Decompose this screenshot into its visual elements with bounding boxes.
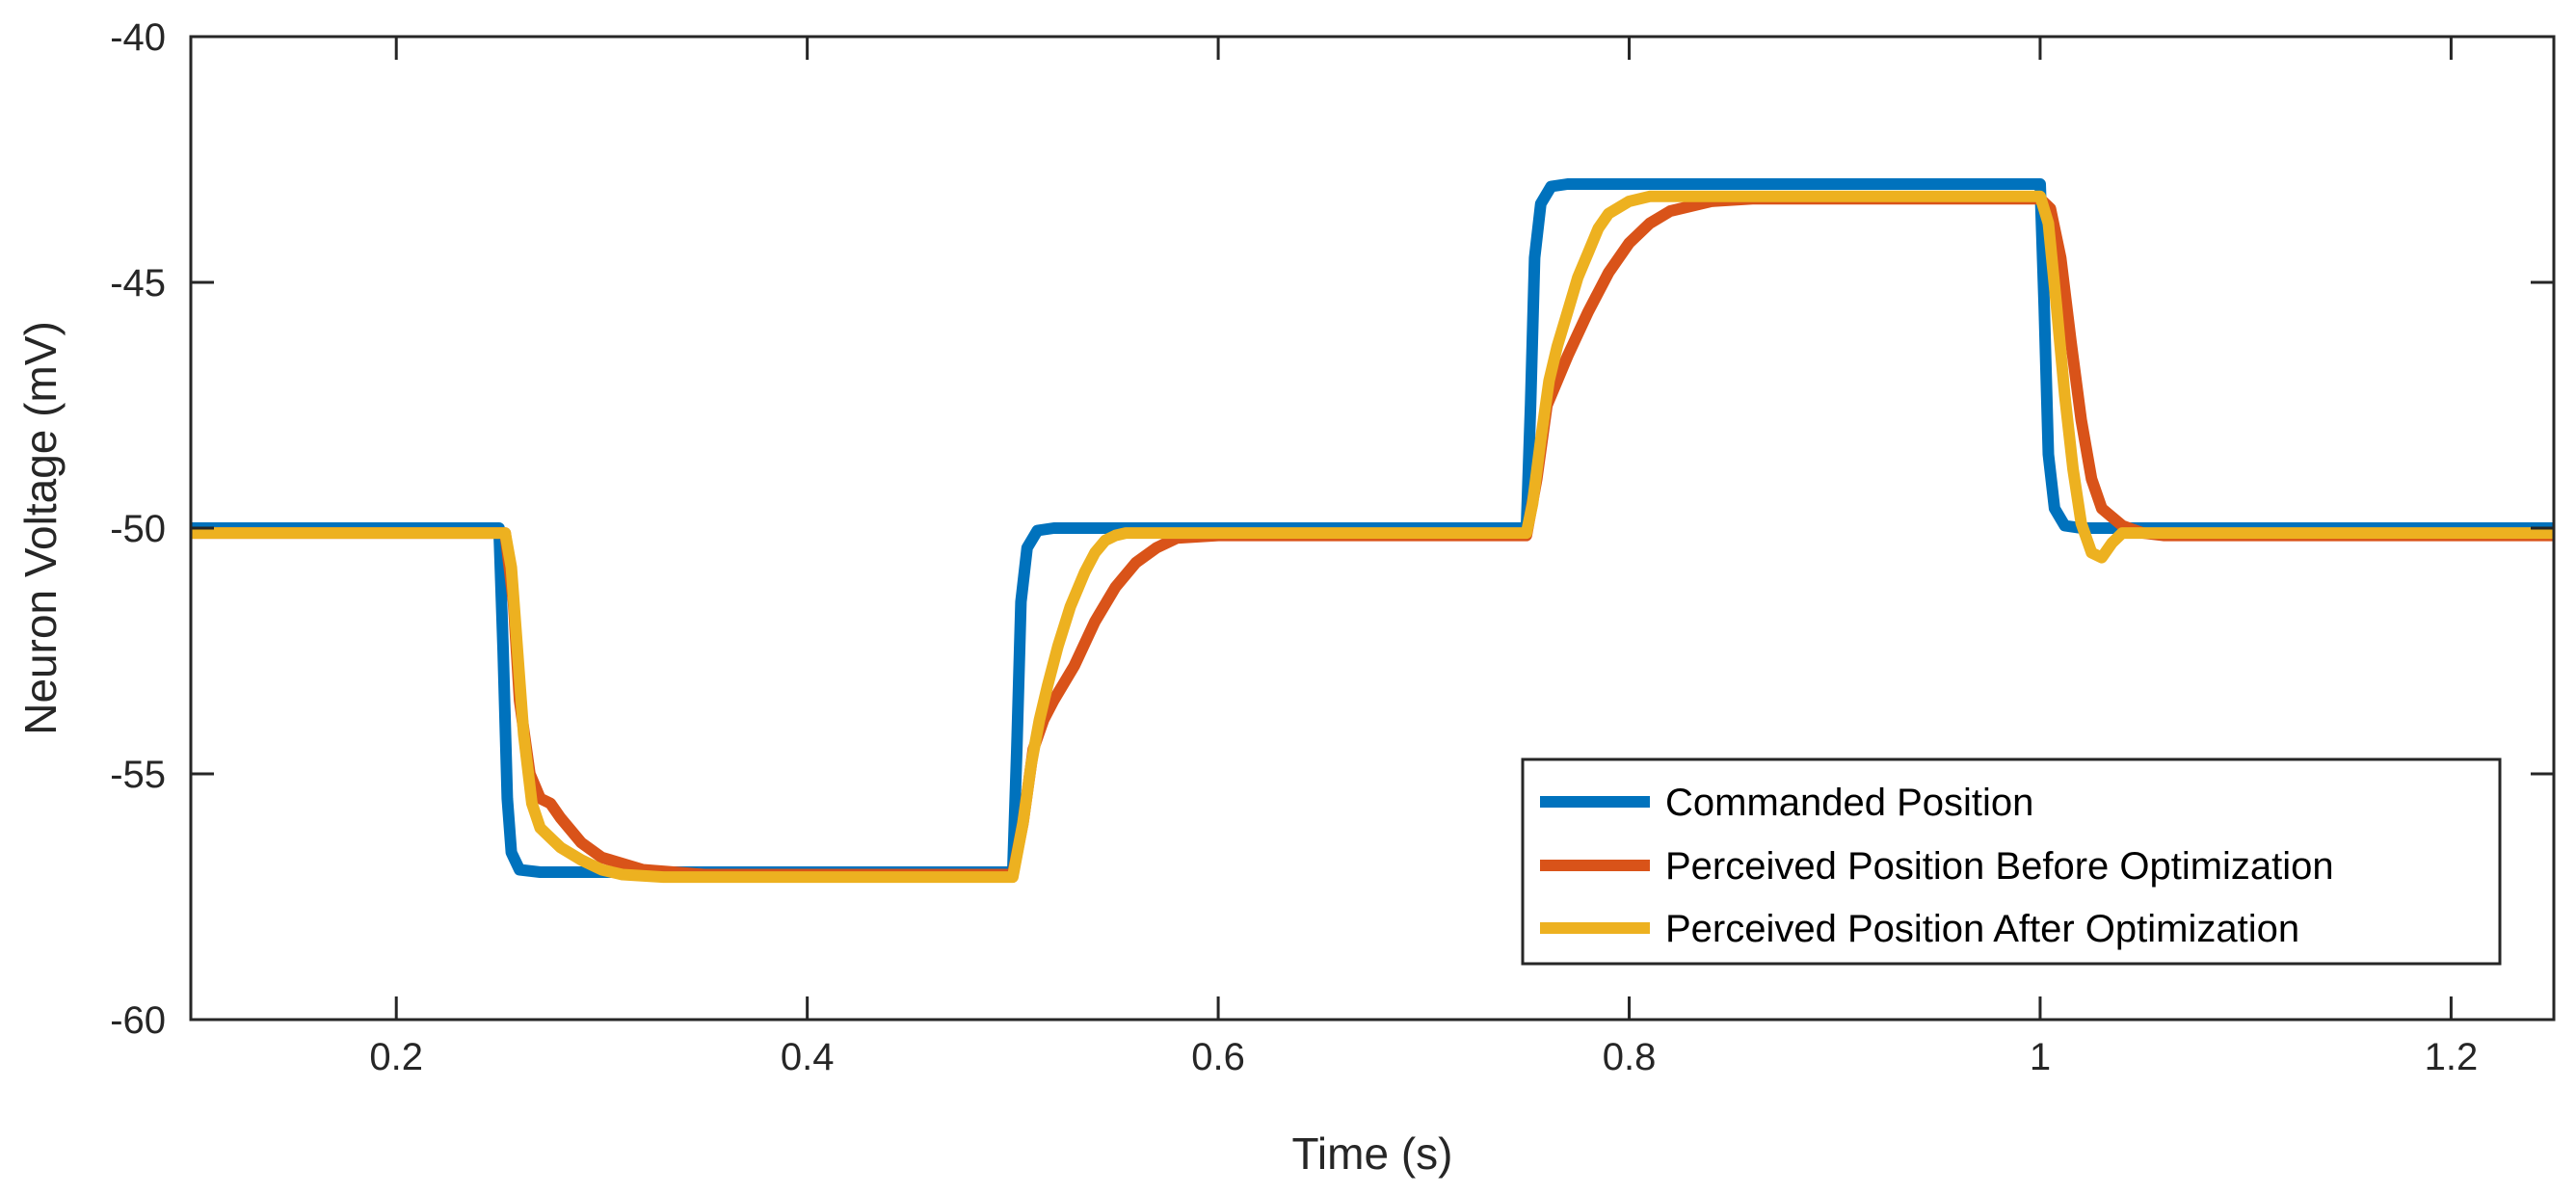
legend-label-2: Perceived Position Before Optimization bbox=[1665, 845, 2334, 888]
x-tick-label: 1 bbox=[2030, 1036, 2051, 1078]
series-layer bbox=[191, 178, 2554, 884]
x-tick-label: 0.8 bbox=[1603, 1036, 1657, 1078]
y-tick-label: -55 bbox=[110, 754, 166, 796]
axis-ticks bbox=[191, 35, 2554, 1022]
x-tick-label: 0.4 bbox=[781, 1036, 835, 1078]
legend-entries: Commanded Position Perceived Position Bef… bbox=[1540, 782, 2334, 950]
x-tick-label: 0.2 bbox=[369, 1036, 423, 1078]
y-tick-label: -50 bbox=[110, 508, 166, 550]
x-axis-title: Time (s) bbox=[1292, 1129, 1453, 1179]
y-tick-label: -60 bbox=[110, 999, 166, 1042]
x-tick-label: 0.6 bbox=[1191, 1036, 1245, 1078]
legend: Commanded Position Perceived Position Bef… bbox=[1521, 757, 2502, 966]
series-line-3 bbox=[191, 190, 2554, 884]
y-tick-label: -45 bbox=[110, 262, 166, 305]
x-tick-label: 1.2 bbox=[2425, 1036, 2479, 1078]
axis-tick-labels: 0.2 0.4 0.6 0.8 1 1.2 -60 -55 -50 -45 -40 bbox=[110, 16, 2478, 1078]
legend-label-1: Commanded Position bbox=[1665, 782, 2033, 824]
legend-box bbox=[1521, 757, 2502, 966]
legend-label-3: Perceived Position After Optimization bbox=[1665, 908, 2299, 950]
y-axis-title: Neuron Voltage (mV) bbox=[15, 321, 66, 735]
y-tick-label: -40 bbox=[110, 16, 166, 59]
